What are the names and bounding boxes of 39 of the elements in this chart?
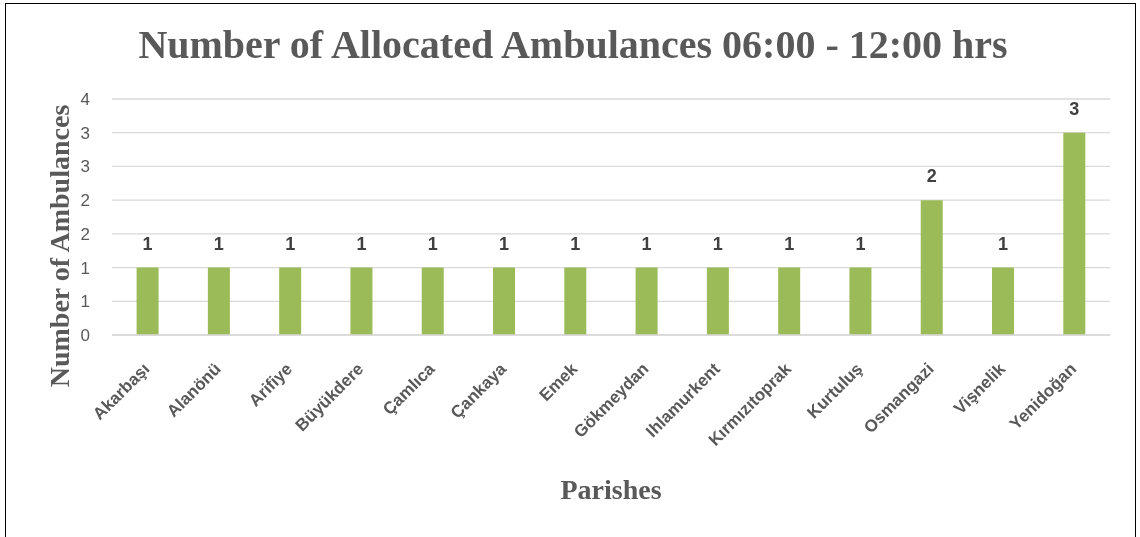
y-tick-label: 3 bbox=[80, 157, 90, 177]
data-label: 1 bbox=[427, 233, 438, 254]
bar bbox=[421, 267, 444, 335]
bar bbox=[992, 267, 1015, 335]
y-tick-label: 4 bbox=[80, 90, 90, 110]
y-tick-label: 0 bbox=[80, 326, 90, 346]
bar bbox=[920, 200, 943, 335]
bar bbox=[493, 267, 516, 335]
bar bbox=[706, 267, 729, 335]
y-tick-label: 2 bbox=[80, 191, 90, 211]
data-label: 1 bbox=[213, 233, 224, 254]
data-label: 1 bbox=[570, 233, 581, 254]
y-tick-label: 1 bbox=[80, 292, 90, 312]
data-label: 1 bbox=[712, 233, 723, 254]
data-label: 1 bbox=[142, 233, 153, 254]
bar bbox=[1063, 132, 1086, 335]
y-tick-label: 3 bbox=[80, 123, 90, 143]
data-label: 3 bbox=[1069, 98, 1080, 119]
data-label: 2 bbox=[926, 166, 937, 187]
data-label: 1 bbox=[499, 233, 510, 254]
bar bbox=[849, 267, 872, 335]
data-label: 1 bbox=[784, 233, 795, 254]
data-label: 1 bbox=[641, 233, 652, 254]
data-label: 1 bbox=[998, 233, 1009, 254]
bar bbox=[778, 267, 801, 335]
bar bbox=[207, 267, 230, 335]
y-tick-label: 1 bbox=[80, 258, 90, 278]
bar bbox=[564, 267, 587, 335]
bar bbox=[136, 267, 159, 335]
bar bbox=[350, 267, 373, 335]
data-label: 1 bbox=[855, 233, 866, 254]
y-axis-title: Number of Ambulances bbox=[44, 104, 76, 388]
y-tick-label: 2 bbox=[80, 224, 90, 244]
data-label: 1 bbox=[356, 233, 367, 254]
chart-title: Number of Allocated Ambulances 06:00 - 12:00 hrs bbox=[137, 21, 1009, 69]
bar bbox=[279, 267, 302, 335]
data-label: 1 bbox=[285, 233, 296, 254]
bar bbox=[635, 267, 658, 335]
x-axis-title: Parishes bbox=[560, 474, 662, 506]
